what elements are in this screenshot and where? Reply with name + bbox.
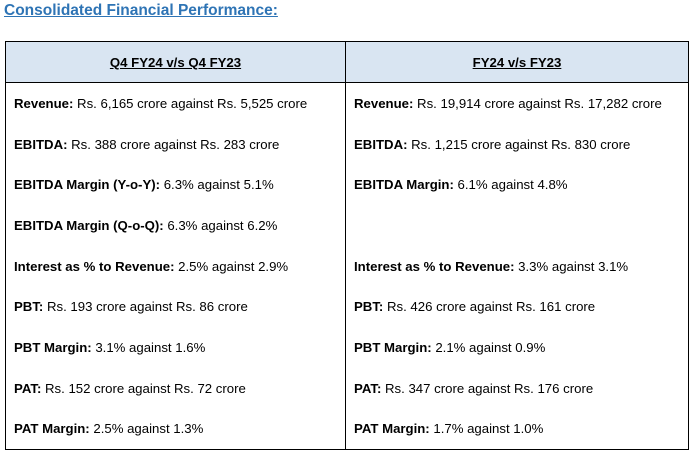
financial-performance-table: Q4 FY24 v/s Q4 FY23 FY24 v/s FY23 Revenu… bbox=[5, 41, 689, 451]
table-cell bbox=[345, 205, 689, 246]
table-row: PBT Margin: 3.1% against 1.6% PBT Margin… bbox=[5, 327, 689, 368]
table-cell: PBT: Rs. 193 crore against Rs. 86 crore bbox=[5, 286, 346, 328]
cell-label: Revenue: bbox=[14, 95, 74, 111]
cell-label: EBITDA Margin: bbox=[354, 177, 454, 193]
cell-label: PAT: bbox=[354, 380, 382, 396]
table-header-row: Q4 FY24 v/s Q4 FY23 FY24 v/s FY23 bbox=[5, 41, 689, 83]
table-cell: PAT Margin: 1.7% against 1.0% bbox=[345, 408, 689, 451]
table-cell: PAT: Rs. 152 crore against Rs. 72 crore bbox=[5, 367, 346, 409]
table-row: Revenue: Rs. 6,165 crore against Rs. 5,5… bbox=[5, 82, 689, 124]
cell-value: 3.1% against 1.6% bbox=[91, 339, 206, 355]
cell-label: PBT: bbox=[14, 299, 44, 315]
cell-label: EBITDA Margin (Q-o-Q): bbox=[14, 217, 164, 233]
cell-value: 1.7% against 1.0% bbox=[429, 421, 544, 437]
cell-value: Rs. 388 crore against Rs. 283 crore bbox=[67, 136, 280, 152]
cell-value: 2.1% against 0.9% bbox=[431, 339, 546, 355]
cell-value: Rs. 193 crore against Rs. 86 crore bbox=[43, 299, 248, 315]
table-cell: PBT Margin: 3.1% against 1.6% bbox=[5, 327, 346, 368]
page-title: Consolidated Financial Performance: bbox=[4, 2, 278, 19]
table-cell: EBITDA Margin (Q-o-Q): 6.3% against 6.2% bbox=[5, 205, 346, 246]
table-row: EBITDA Margin (Y-o-Y): 6.3% against 5.1%… bbox=[5, 164, 689, 206]
cell-label: PAT Margin: bbox=[14, 421, 90, 437]
cell-value: 6.1% against 4.8% bbox=[453, 177, 568, 193]
table-row: PAT: Rs. 152 crore against Rs. 72 crore … bbox=[5, 367, 689, 409]
table-cell: Revenue: Rs. 19,914 crore against Rs. 17… bbox=[345, 82, 689, 124]
table-cell: PAT Margin: 2.5% against 1.3% bbox=[5, 408, 346, 451]
cell-label: EBITDA Margin (Y-o-Y): bbox=[14, 177, 161, 193]
cell-label: PBT Margin: bbox=[354, 339, 432, 355]
cell-value: 3.3% against 3.1% bbox=[514, 258, 629, 274]
column-header-year: FY24 v/s FY23 bbox=[345, 41, 689, 83]
cell-value: 2.5% against 2.9% bbox=[174, 258, 289, 274]
table-cell: Interest as % to Revenue: 3.3% against 3… bbox=[345, 245, 689, 287]
table-cell: EBITDA Margin (Y-o-Y): 6.3% against 5.1% bbox=[5, 164, 346, 206]
cell-label: PBT Margin: bbox=[14, 339, 92, 355]
table-cell: Interest as % to Revenue: 2.5% against 2… bbox=[5, 245, 346, 287]
table-cell: EBITDA: Rs. 388 crore against Rs. 283 cr… bbox=[5, 123, 346, 165]
cell-label: PAT Margin: bbox=[354, 421, 430, 437]
column-header-quarter: Q4 FY24 v/s Q4 FY23 bbox=[5, 41, 346, 83]
cell-value: Rs. 152 crore against Rs. 72 crore bbox=[41, 380, 246, 396]
cell-label: PBT: bbox=[354, 299, 384, 315]
cell-value: Rs. 6,165 crore against Rs. 5,525 crore bbox=[73, 95, 308, 111]
table-row: EBITDA Margin (Q-o-Q): 6.3% against 6.2% bbox=[5, 205, 689, 246]
table-row: EBITDA: Rs. 388 crore against Rs. 283 cr… bbox=[5, 123, 689, 165]
cell-value: Rs. 19,914 crore against Rs. 17,282 cror… bbox=[413, 95, 662, 111]
table-cell: EBITDA Margin: 6.1% against 4.8% bbox=[345, 164, 689, 206]
cell-value: Rs. 347 crore against Rs. 176 crore bbox=[381, 380, 594, 396]
cell-value: Rs. 426 crore against Rs. 161 crore bbox=[383, 299, 596, 315]
cell-label: EBITDA: bbox=[14, 136, 68, 152]
table-cell: PBT: Rs. 426 crore against Rs. 161 crore bbox=[345, 286, 689, 328]
cell-value: 2.5% against 1.3% bbox=[89, 421, 204, 437]
table-row: PBT: Rs. 193 crore against Rs. 86 crore … bbox=[5, 286, 689, 328]
cell-value: 6.3% against 6.2% bbox=[163, 217, 278, 233]
cell-label: Revenue: bbox=[354, 95, 414, 111]
table-cell: PAT: Rs. 347 crore against Rs. 176 crore bbox=[345, 367, 689, 409]
table-row: PAT Margin: 2.5% against 1.3% PAT Margin… bbox=[5, 408, 689, 451]
cell-label: EBITDA: bbox=[354, 136, 408, 152]
cell-value: Rs. 1,215 crore against Rs. 830 crore bbox=[407, 136, 631, 152]
cell-label: PAT: bbox=[14, 380, 42, 396]
table-row: Interest as % to Revenue: 2.5% against 2… bbox=[5, 245, 689, 287]
cell-value: 6.3% against 5.1% bbox=[160, 177, 274, 193]
cell-label: Interest as % to Revenue: bbox=[14, 258, 175, 274]
table-cell: EBITDA: Rs. 1,215 crore against Rs. 830 … bbox=[345, 123, 689, 165]
table-cell: PBT Margin: 2.1% against 0.9% bbox=[345, 327, 689, 368]
cell-label: Interest as % to Revenue: bbox=[354, 258, 515, 274]
table-cell: Revenue: Rs. 6,165 crore against Rs. 5,5… bbox=[5, 82, 346, 124]
